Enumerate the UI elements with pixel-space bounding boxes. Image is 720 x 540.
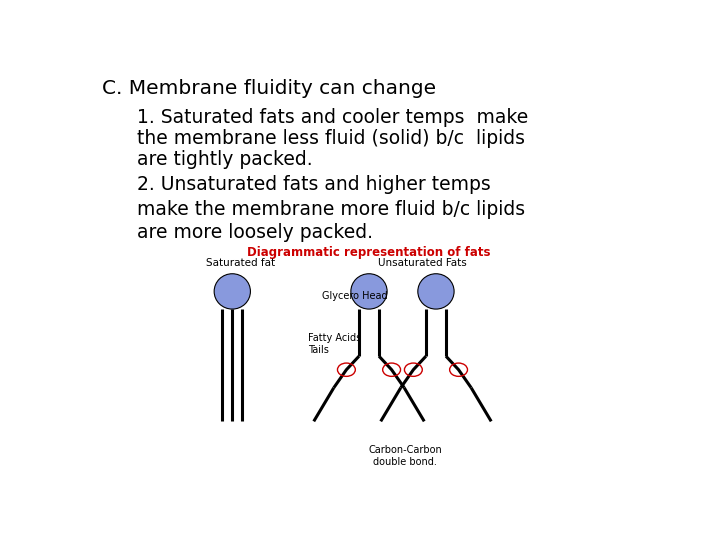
Text: are more loosely packed.: are more loosely packed. — [138, 223, 374, 242]
Text: 1. Saturated fats and cooler temps  make: 1. Saturated fats and cooler temps make — [138, 109, 528, 127]
Text: Saturated fat: Saturated fat — [206, 258, 275, 268]
Text: make the membrane more fluid b/c lipids: make the membrane more fluid b/c lipids — [138, 200, 526, 219]
Text: C. Membrane fluidity can change: C. Membrane fluidity can change — [102, 79, 436, 98]
Text: Diagrammatic representation of fats: Diagrammatic representation of fats — [247, 246, 491, 259]
Ellipse shape — [351, 274, 387, 309]
Text: Carbon-Carbon
double bond.: Carbon-Carbon double bond. — [369, 446, 442, 467]
Text: Unsaturated Fats: Unsaturated Fats — [377, 258, 467, 268]
Text: the membrane less fluid (solid) b/c  lipids: the membrane less fluid (solid) b/c lipi… — [138, 129, 526, 149]
Ellipse shape — [214, 274, 251, 309]
Text: Fatty Acids
Tails: Fatty Acids Tails — [307, 333, 361, 355]
Text: Glycero Head: Glycero Head — [322, 292, 387, 301]
Ellipse shape — [418, 274, 454, 309]
Text: 2. Unsaturated fats and higher temps: 2. Unsaturated fats and higher temps — [138, 175, 491, 194]
Text: are tightly packed.: are tightly packed. — [138, 150, 313, 169]
